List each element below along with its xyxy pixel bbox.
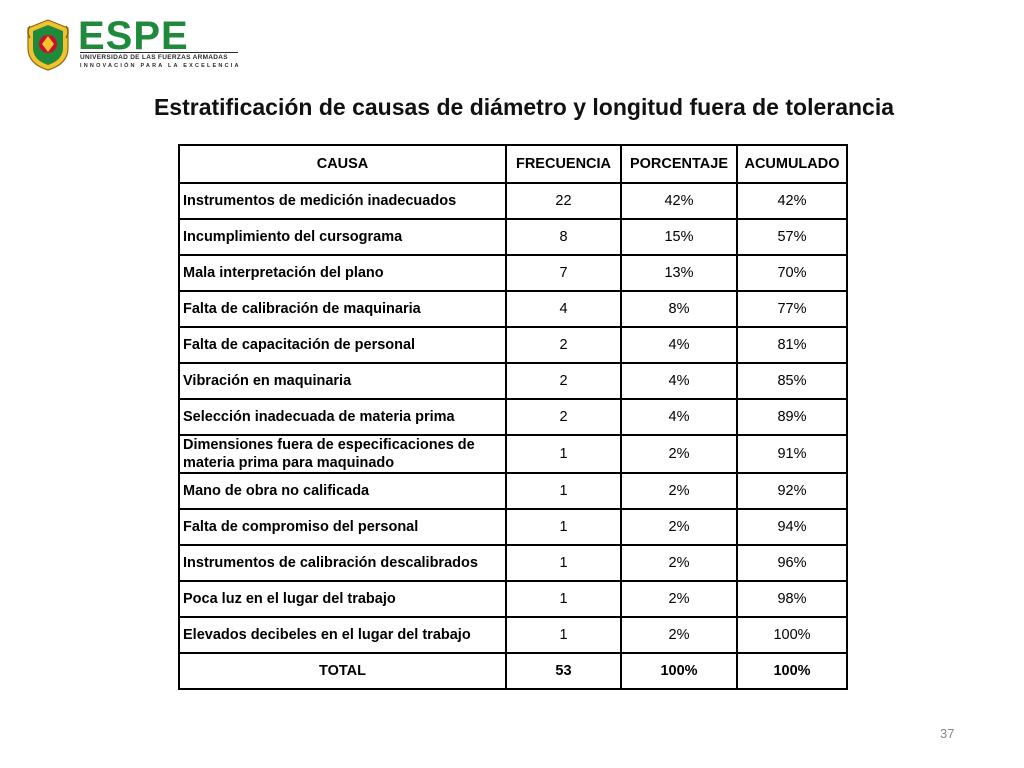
logo-tagline: INNOVACIÓN PARA LA EXCELENCIA — [80, 63, 241, 69]
cell-porcentaje: 8% — [620, 290, 738, 328]
table-row: Incumplimiento del cursograma 8 15% 57% — [178, 218, 848, 256]
cell-acumulado: 57% — [736, 218, 848, 256]
cell-porcentaje: 42% — [620, 182, 738, 220]
table-row: Mano de obra no calificada 1 2% 92% — [178, 472, 848, 510]
causes-table: CAUSA FRECUENCIA PORCENTAJE ACUMULADO In… — [178, 144, 848, 690]
cell-acumulado: 91% — [736, 434, 848, 474]
cell-acumulado: 42% — [736, 182, 848, 220]
cell-porcentaje: 2% — [620, 544, 738, 582]
cell-frecuencia: 2 — [505, 362, 622, 400]
cell-frecuencia: 1 — [505, 580, 622, 618]
page-number: 37 — [940, 726, 955, 741]
university-seal-icon — [27, 19, 69, 71]
header-causa: CAUSA — [178, 144, 507, 184]
slide-title: Estratificación de causas de diámetro y … — [153, 94, 895, 120]
cell-causa: Mano de obra no calificada — [178, 472, 507, 510]
cell-porcentaje: 4% — [620, 362, 738, 400]
cell-acumulado: 77% — [736, 290, 848, 328]
table-row: Poca luz en el lugar del trabajo 1 2% 98% — [178, 580, 848, 618]
cell-causa: Falta de capacitación de personal — [178, 326, 507, 364]
table-row: Elevados decibeles en el lugar del traba… — [178, 616, 848, 654]
logo-divider — [80, 52, 238, 53]
cell-causa: Falta de calibración de maquinaria — [178, 290, 507, 328]
logo-wordmark: ESPE — [78, 14, 189, 58]
cell-frecuencia: 2 — [505, 326, 622, 364]
cell-acumulado: 81% — [736, 326, 848, 364]
cell-causa: Elevados decibeles en el lugar del traba… — [178, 616, 507, 654]
table-row: Falta de compromiso del personal 1 2% 94% — [178, 508, 848, 546]
cell-frecuencia: 1 — [505, 616, 622, 654]
table-total-row: TOTAL 53 100% 100% — [178, 652, 848, 690]
cell-frecuencia: 1 — [505, 472, 622, 510]
cell-acumulado: 94% — [736, 508, 848, 546]
logo-university-name: UNIVERSIDAD DE LAS FUERZAS ARMADAS — [80, 54, 228, 61]
cell-acumulado: 96% — [736, 544, 848, 582]
cell-frecuencia: 4 — [505, 290, 622, 328]
total-frecuencia: 53 — [505, 652, 622, 690]
cell-causa: Poca luz en el lugar del trabajo — [178, 580, 507, 618]
table-row: Instrumentos de calibración descalibrado… — [178, 544, 848, 582]
cell-frecuencia: 1 — [505, 544, 622, 582]
cell-acumulado: 70% — [736, 254, 848, 292]
espe-logo: ESPE UNIVERSIDAD DE LAS FUERZAS ARMADAS … — [24, 14, 238, 72]
cell-causa: Falta de compromiso del personal — [178, 508, 507, 546]
table-body: Instrumentos de medición inadecuados 22 42… — [178, 182, 848, 654]
cell-acumulado: 85% — [736, 362, 848, 400]
cell-frecuencia: 2 — [505, 398, 622, 436]
cell-acumulado: 98% — [736, 580, 848, 618]
total-acumulado: 100% — [736, 652, 848, 690]
table-row: Vibración en maquinaria 2 4% 85% — [178, 362, 848, 400]
cell-causa: Vibración en maquinaria — [178, 362, 507, 400]
cell-frecuencia: 22 — [505, 182, 622, 220]
total-label: TOTAL — [178, 652, 507, 690]
cell-causa: Incumplimiento del cursograma — [178, 218, 507, 256]
header-acumulado: ACUMULADO — [736, 144, 848, 184]
header-frecuencia: FRECUENCIA — [505, 144, 622, 184]
cell-porcentaje: 13% — [620, 254, 738, 292]
cell-porcentaje: 2% — [620, 616, 738, 654]
cell-frecuencia: 1 — [505, 434, 622, 474]
table-row: Falta de calibración de maquinaria 4 8% 77% — [178, 290, 848, 328]
cell-porcentaje: 15% — [620, 218, 738, 256]
header-porcentaje: PORCENTAJE — [620, 144, 738, 184]
cell-porcentaje: 2% — [620, 472, 738, 510]
table-row: Mala interpretación del plano 7 13% 70% — [178, 254, 848, 292]
cell-porcentaje: 4% — [620, 326, 738, 364]
table-header-row: CAUSA FRECUENCIA PORCENTAJE ACUMULADO — [178, 144, 848, 184]
cell-causa: Dimensiones fuera de especificaciones de… — [178, 434, 507, 474]
table-row: Instrumentos de medición inadecuados 22 42… — [178, 182, 848, 220]
cell-frecuencia: 7 — [505, 254, 622, 292]
cell-causa: Mala interpretación del plano — [178, 254, 507, 292]
cell-porcentaje: 2% — [620, 508, 738, 546]
cell-porcentaje: 2% — [620, 434, 738, 474]
total-porcentaje: 100% — [620, 652, 738, 690]
cell-frecuencia: 8 — [505, 218, 622, 256]
cell-acumulado: 89% — [736, 398, 848, 436]
table-row: Falta de capacitación de personal 2 4% 81% — [178, 326, 848, 364]
cell-causa: Instrumentos de medición inadecuados — [178, 182, 507, 220]
table-row: Selección inadecuada de materia prima 2 4%… — [178, 398, 848, 436]
cell-acumulado: 92% — [736, 472, 848, 510]
cell-causa: Instrumentos de calibración descalibrado… — [178, 544, 507, 582]
cell-porcentaje: 2% — [620, 580, 738, 618]
cell-frecuencia: 1 — [505, 508, 622, 546]
cell-porcentaje: 4% — [620, 398, 738, 436]
cell-acumulado: 100% — [736, 616, 848, 654]
table-row: Dimensiones fuera de especificaciones de… — [178, 434, 848, 474]
cell-causa: Selección inadecuada de materia prima — [178, 398, 507, 436]
